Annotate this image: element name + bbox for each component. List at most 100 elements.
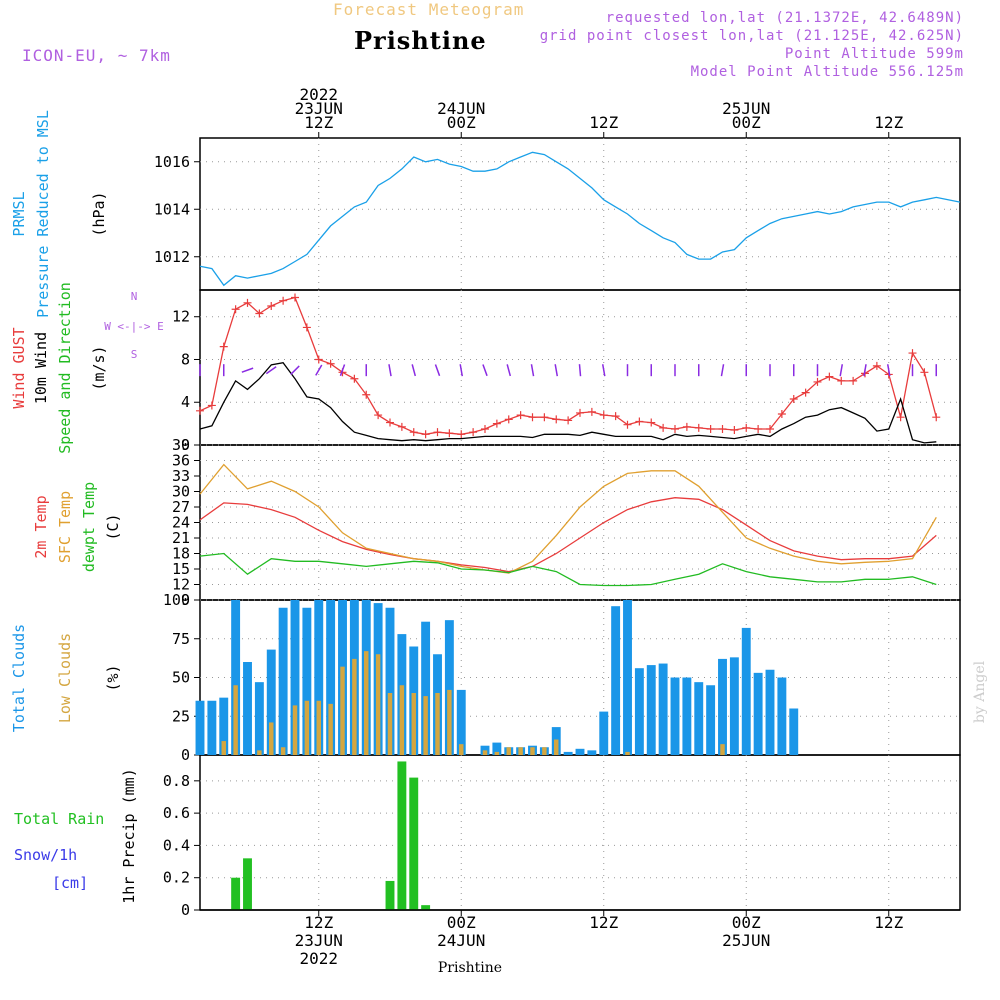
gust-marker (492, 419, 501, 428)
y-tick-label: 9 (181, 591, 190, 609)
gust-line (199, 296, 937, 435)
gust-marker (576, 408, 584, 417)
total-cloud-bar (682, 677, 692, 755)
total-cloud-bar (243, 662, 252, 755)
total-cloud-bar (421, 621, 431, 755)
x-tick-label-top: 12Z (589, 113, 618, 132)
total-cloud-bar (290, 600, 300, 755)
gust-marker (219, 342, 228, 351)
y-tick-label: 36 (172, 452, 190, 470)
total-cloud-bar (718, 658, 727, 755)
gust-marker (196, 406, 204, 415)
y-tick-label: 30 (172, 483, 190, 501)
x-tick-label-top: 2022 (299, 85, 338, 104)
y-tick-label: 1014 (154, 200, 190, 218)
gust-marker (777, 410, 786, 418)
y-tick-label: 21 (172, 529, 190, 547)
low-cloud-bar (411, 693, 416, 755)
model-point-altitude: Model Point Altitude 556.125m (690, 64, 964, 80)
y-tick-label: 0 (181, 746, 190, 764)
requested-coords: requested lon,lat (21.1372E, 42.6489N) (605, 10, 964, 26)
total-cloud-bar (789, 708, 799, 755)
low-clouds-label: Low Clouds (56, 633, 74, 723)
wind-direction-arrow (554, 364, 559, 377)
gust-marker (694, 423, 703, 432)
gust-marker (706, 424, 715, 433)
gust-marker (469, 428, 478, 437)
wind-speed-line (199, 361, 937, 444)
total-cloud-bar (575, 748, 585, 755)
model-label: ICON-EU, ~ 7km (22, 46, 171, 65)
total-cloud-bar (706, 685, 716, 755)
total-cloud-bar (694, 682, 704, 755)
gust-marker (445, 429, 454, 438)
total-cloud-bar (195, 700, 205, 755)
total-cloud-bar (729, 657, 739, 755)
x-tick-label-top: 24JUN (437, 99, 485, 118)
x-tick-label-bottom: 00Z (732, 913, 761, 932)
wind-direction-arrow (339, 364, 346, 377)
low-cloud-bar (233, 685, 238, 755)
total-cloud-bar (254, 682, 264, 755)
gust-marker (801, 388, 810, 397)
gust-marker (766, 424, 774, 433)
gust-marker (314, 355, 323, 364)
low-cloud-bar (554, 739, 559, 755)
wind-direction-arrow (388, 364, 392, 377)
y-tick-label: 0.8 (163, 772, 190, 790)
dewpt-label: dewpt Temp (80, 482, 98, 572)
wind-direction-arrow (720, 364, 725, 377)
gust-marker (825, 372, 834, 381)
snow-label: Snow/1h (14, 846, 77, 864)
compass-west-east: W <-|-> E (104, 320, 164, 333)
gust-marker (730, 426, 739, 435)
y-tick-label: 0.2 (163, 869, 190, 887)
gust-marker (647, 418, 656, 427)
gust-marker (457, 430, 466, 439)
total-cloud-bar (385, 607, 395, 755)
low-cloud-bar (459, 744, 464, 755)
y-tick-label: 12 (172, 576, 190, 594)
total-cloud-bar (456, 689, 466, 755)
gust-marker (481, 424, 489, 433)
low-cloud-bar (316, 700, 321, 755)
low-cloud-bar (423, 696, 428, 755)
precip-unit: 1hr Precip (mm) (120, 768, 138, 903)
total-cloud-bar (302, 607, 312, 755)
wind-label: 10m Wind (32, 332, 50, 404)
gust-marker (659, 423, 668, 432)
x-tick-label-top: 00Z (447, 113, 476, 132)
clouds-unit: (%) (104, 664, 122, 691)
gust-marker (896, 413, 905, 422)
pressure-line (199, 151, 961, 287)
x-tick-label-top: 00Z (732, 113, 761, 132)
y-tick-label: 15 (172, 560, 190, 578)
low-cloud-bar (625, 751, 630, 755)
low-cloud-bar (435, 693, 440, 755)
gust-marker (540, 413, 549, 422)
low-cloud-bar (387, 693, 393, 755)
rain-bar (231, 877, 241, 910)
compass-south: S (131, 348, 138, 361)
wind-direction-arrow (601, 364, 606, 377)
gust-marker (386, 418, 394, 427)
gust-marker (872, 361, 881, 370)
gust-marker (742, 423, 751, 432)
total-cloud-bar (599, 711, 609, 755)
y-tick-label: 0.6 (163, 804, 190, 822)
gust-marker (362, 390, 371, 399)
gust-marker (611, 412, 620, 421)
wind-direction-arrow (241, 367, 254, 373)
gust-marker (837, 376, 846, 385)
panel-frame (199, 754, 961, 911)
total-cloud-bar (314, 600, 324, 755)
low-cloud-bar (364, 651, 369, 755)
x-tick-label-bottom: 25JUN (722, 931, 770, 950)
total-cloud-bar (587, 750, 597, 755)
rain-bar (397, 761, 407, 910)
total-cloud-bar (219, 697, 229, 755)
x-tick-label-top: 12Z (874, 113, 903, 132)
y-tick-label: 0.4 (163, 836, 190, 854)
gust-marker (421, 430, 430, 439)
y-tick-label: 12 (172, 308, 190, 326)
